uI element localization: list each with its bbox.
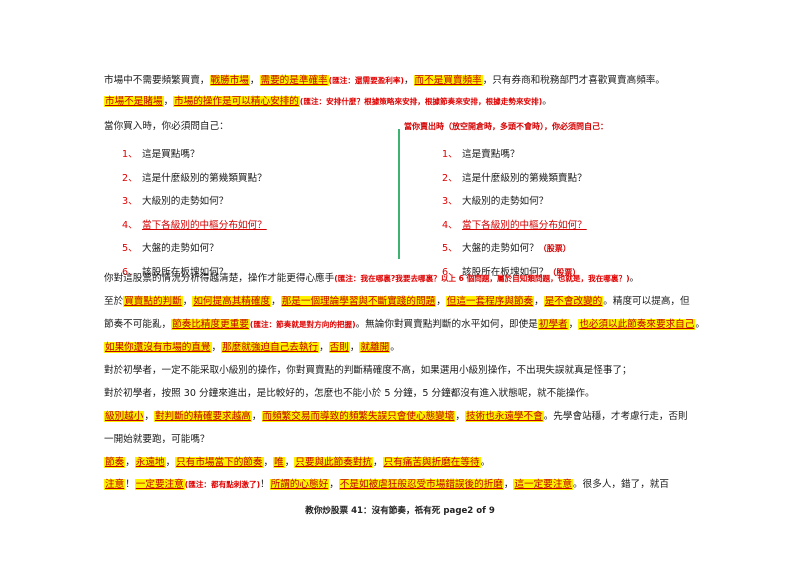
text: ， (163, 96, 174, 107)
sell-checklist-heading: 當你賣出時（放空開倉時，多頭不會時），你必須問自己： (404, 122, 608, 131)
buy-item: 1、 這是買點嗎？ (122, 149, 200, 160)
paragraph-6: 如果你還沒有市場的直覺，那麼就強迫自己去執行，否則，就離開。 (104, 342, 400, 353)
text: ， (249, 75, 260, 86)
buy-checklist: 當你買入時，你必須問自己： 1、 這是買點嗎？ 2、 這是什麼級別的第幾類買點？ 3… (104, 120, 267, 284)
text: ，只有券商和稅務部門才喜歡買賣高頻率。 (482, 75, 665, 86)
text: 。 (629, 273, 640, 284)
highlight: 市場的操作是可以精心安排的 (173, 96, 300, 107)
sell-item: 4、 當下各級別的中樞分布如何？ (442, 219, 587, 231)
sell-item: 2、 這是什麼級別的第幾類賣點？ (442, 172, 587, 184)
editor-note: (匯注：還需要盈利率) (328, 76, 404, 85)
highlight: 市場不是賭場 (104, 96, 164, 107)
paragraph-12: 注意！一定要注意(匯注：都有點刺激了)！所謂的心態好，不是如被虐狂般忍受市場錯誤… (104, 479, 669, 490)
buy-item: 3、 大級別的走勢如何？ (122, 196, 229, 207)
buy-item: 2、 這是什麼級別的第幾類買點？ (122, 172, 267, 184)
editor-note: (匯注：我在哪裏?我要去哪裏？以上 6 個問題，屬於自知類問題，也就是，我在哪裏… (334, 274, 630, 283)
highlight: 戰勝市場 (209, 75, 250, 86)
text: 。 (542, 96, 552, 107)
paragraph-4: 至於買賣點的判斷，如何提高其精確度，那是一個理論學習與不斷實踐的問題，但這一套程… (104, 296, 690, 307)
sell-item: 5、 大盤的走勢如何？（股票） (442, 243, 571, 254)
highlight: 需要的是準確率 (259, 75, 329, 86)
paragraph-9: 級別越小，對判斷的精確要求越高，而頻繁交易而導致的頻繁失誤只會使心態變壞，技術也… (104, 411, 688, 422)
column-divider (398, 129, 400, 259)
paragraph-3: 你對這股票的情況分析得越清楚，操作才能更得心應手(匯注：我在哪裏?我要去哪裏？以… (104, 272, 706, 286)
editor-note: (匯注：安排什麼？根據策略來安排，根據節奏來安排，根據走勢來安排) (299, 97, 543, 106)
paragraph-1: 市場中不需要頻繁買賣，戰勝市場，需要的是準確率(匯注：還需要盈利率)，而不是買賣… (104, 74, 706, 88)
paragraph-8: 對於初學者，按照 30 分鐘來進出，是比較好的，怎麼也不能小於 5 分鐘，5 分… (104, 388, 595, 399)
sell-checklist: 當你賣出時（放空開倉時，多頭不會時），你必須問自己： 1、 這是賣點嗎？ 2、 這是… (404, 120, 608, 284)
sell-item: 6、 該股所在板塊如何？（股票） (442, 266, 581, 278)
text: 市場中不需要頻繁買賣， (104, 75, 210, 86)
page-footer: 教你炒股票 41：沒有節奏，祇有死 page2 of 9 (305, 506, 495, 516)
buy-item: 4、 當下各級別的中樞分布如何？ (122, 219, 267, 231)
text: ， (403, 75, 414, 86)
sell-item: 3、 大級別的走勢如何？ (442, 196, 549, 207)
text: 你對這股票的情況分析得越清楚，操作才能更得心應手 (104, 273, 335, 284)
buy-item: 6、 該股所在板塊如何？ (122, 266, 229, 278)
paragraph-2: 市場不是賭場，市場的操作是可以精心安排的(匯注：安排什麼？根據策略來安排，根據節… (104, 95, 706, 109)
paragraph-11: 節奏，永遠地，只有市場當下的節奏，唯，只要與此節奏對抗，只有痛苦與折磨在等待。 (104, 457, 491, 468)
paragraph-7: 對於初學者，一定不能采取小級別的操作，你對買賣點的判斷精確度不高，如果選用小級別… (104, 365, 632, 376)
paragraph-9-cont: 一開始就要跑，可能嗎？ (104, 434, 210, 445)
paragraph-5: 節奏不可能亂，節奏比精度更重要(匯注：節奏就是對方向的把握)。無論你對買賣點判斷… (104, 319, 705, 330)
buy-checklist-heading: 當你買入時，你必須問自己： (104, 121, 229, 132)
highlight: 而不是買賣頻率 (413, 75, 483, 86)
buy-item: 5、 大盤的走勢如何？ (122, 243, 219, 254)
sell-item: 1、 這是賣點嗎？ (442, 149, 520, 160)
